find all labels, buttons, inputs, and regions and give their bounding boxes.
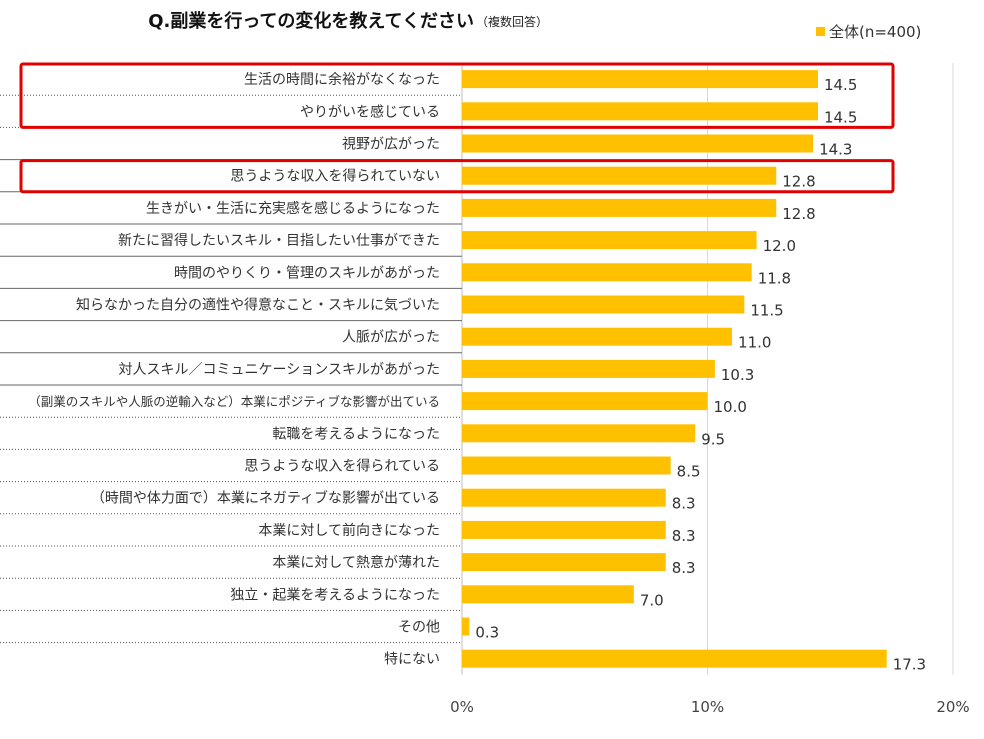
value-label: 12.8: [782, 205, 815, 223]
bar: [462, 102, 818, 121]
chart-subtitle: （複数回答）: [476, 14, 548, 29]
category-label: 視野が広がった: [342, 137, 440, 153]
bar: [462, 456, 671, 475]
value-label: 14.5: [824, 108, 857, 126]
bar: [462, 553, 666, 572]
value-label: 8.3: [672, 559, 696, 577]
x-tick-label: 20%: [936, 698, 969, 716]
value-label: 12.0: [763, 237, 796, 255]
value-label: 11.5: [750, 302, 783, 320]
category-label: 本業に対して熱意が薄れた: [272, 554, 440, 571]
category-label: 生活の時間に余裕がなくなった: [244, 71, 440, 88]
category-label: （副業のスキルや人脈の逆輸入など）本業にポジティブな影響が出ている: [28, 394, 440, 409]
legend-label: 全体(n=400): [829, 23, 921, 41]
bar-row: やりがいを感じている 14.5: [0, 102, 857, 128]
bar: [462, 70, 818, 89]
value-label: 0.3: [475, 624, 499, 642]
bar: [462, 424, 696, 443]
category-label: 特にない: [384, 652, 440, 668]
category-label: 対人スキル／コミュニケーションスキルがあがった: [119, 362, 440, 378]
category-label: 思うような収入を得られている: [244, 458, 440, 475]
bar-row: 思うような収入を得られていない 12.8: [0, 166, 816, 193]
highlight-box: [19, 159, 895, 194]
bar: [462, 617, 470, 636]
category-label: 人脈が広がった: [342, 330, 440, 346]
bar: [462, 134, 814, 153]
category-label: やりがいを感じている: [300, 103, 440, 120]
bar: [462, 198, 777, 217]
category-label: 生きがい・生活に充実感を感じるようになった: [146, 200, 440, 217]
value-label: 7.0: [640, 591, 664, 609]
bar-row: 対人スキル／コミュニケーションスキルがあがった 10.3: [0, 359, 754, 386]
bar: [462, 392, 708, 411]
bar-row: その他 0.3: [0, 617, 499, 644]
bar-row: 時間のやりくり・管理のスキルがあがった 11.8: [0, 263, 791, 289]
legend-swatch: [816, 27, 825, 36]
bar: [462, 166, 777, 185]
value-label: 11.8: [758, 269, 791, 287]
value-label: 8.3: [672, 527, 696, 545]
bar: [462, 488, 666, 507]
category-label: 知らなかった自分の適性や得意なこと・スキルに気づいた: [76, 297, 440, 314]
bar-row: 独立・起業を考えるようになった 7.0: [0, 585, 664, 611]
bar: [462, 649, 887, 668]
value-label: 8.3: [672, 495, 696, 513]
category-label: 時間のやりくり・管理のスキルがあがった: [174, 265, 440, 281]
value-label: 11.0: [738, 334, 771, 352]
x-tick-label: 0%: [450, 698, 474, 716]
chart-title: Q.副業を行っての変化を教えてください: [148, 10, 474, 32]
bar-row: 転職を考えるようになった 9.5: [0, 424, 725, 450]
bar-row: 視野が広がった 14.3: [0, 134, 852, 161]
bar-row: 生きがい・生活に充実感を感じるようになった 12.8: [0, 198, 816, 225]
bar-row: （時間や体力面で）本業にネガティブな影響が出ている 8.3: [0, 488, 696, 515]
bar-row: 知らなかった自分の適性や得意なこと・スキルに気づいた 11.5: [0, 295, 784, 322]
value-label: 14.3: [819, 141, 852, 159]
category-label: その他: [398, 620, 440, 636]
bar: [462, 295, 745, 314]
bar-row: （副業のスキルや人脈の逆輸入など）本業にポジティブな影響が出ている 10.0: [0, 392, 747, 418]
category-label: 本業に対して前向きになった: [258, 522, 440, 539]
bar-row: 人脈が広がった 11.0: [0, 327, 771, 354]
category-label: 新たに習得したいスキル・目指したい仕事ができた: [118, 232, 440, 249]
bar-row: 本業に対して前向きになった 8.3: [0, 520, 696, 547]
value-label: 14.5: [824, 76, 857, 94]
bar: [462, 520, 666, 539]
bar-row: 新たに習得したいスキル・目指したい仕事ができた 12.0: [0, 231, 796, 257]
bar-row: 本業に対して熱意が薄れた 8.3: [0, 553, 696, 579]
value-label: 17.3: [893, 656, 926, 674]
bar: [462, 359, 715, 378]
value-label: 12.8: [782, 173, 815, 191]
bar: [462, 585, 634, 604]
category-label: 転職を考えるようになった: [272, 426, 440, 442]
value-label: 9.5: [701, 430, 725, 448]
category-label: 思うような収入を得られていない: [230, 168, 440, 185]
x-tick-label: 10%: [691, 698, 724, 716]
highlight-box: [19, 62, 895, 129]
bar: [462, 263, 752, 282]
value-label: 8.5: [677, 463, 701, 481]
value-label: 10.3: [721, 366, 754, 384]
bar-row: 思うような収入を得られている 8.5: [0, 456, 701, 483]
bar: [462, 327, 733, 346]
category-label: 独立・起業を考えるようになった: [230, 587, 440, 603]
bar: [462, 231, 757, 250]
bar-row: 生活の時間に余裕がなくなった 14.5: [0, 70, 857, 96]
category-label: （時間や体力面で）本業にネガティブな影響が出ている: [91, 490, 440, 507]
bar-row: 特にない 17.3: [384, 649, 926, 674]
value-label: 10.0: [714, 398, 747, 416]
